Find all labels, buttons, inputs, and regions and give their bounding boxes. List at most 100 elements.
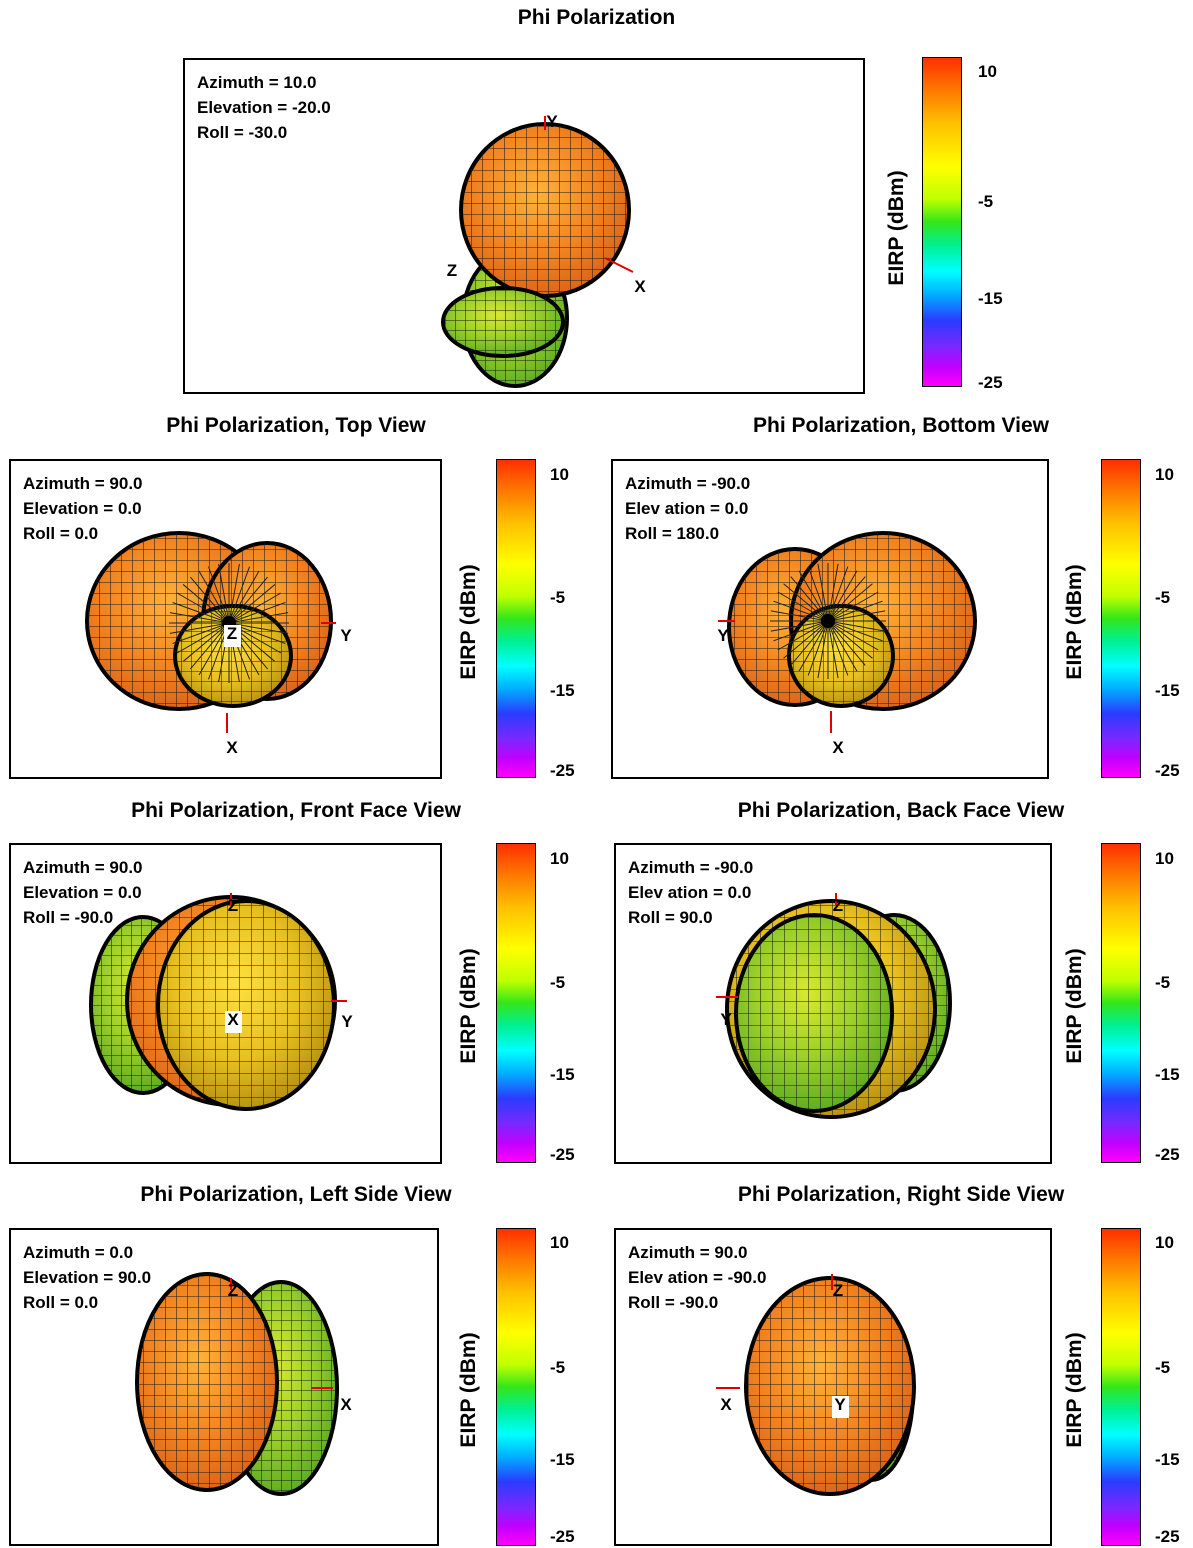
- back-lobe-mesh: [736, 915, 892, 1111]
- elevation-label: Elevation = -20.0: [197, 98, 331, 117]
- y-axis-label: Y: [720, 1010, 732, 1029]
- mesh-spokes: [770, 563, 886, 679]
- azimuth-label: Azimuth = -90.0: [628, 858, 754, 877]
- z-axis-label: Z: [833, 1281, 843, 1300]
- main-lobe-mesh: [137, 1274, 277, 1490]
- colorbar-tick: 10: [550, 849, 569, 868]
- view-parameters: Azimuth = 90.0 Elevation = 0.0 Roll = 0.…: [23, 471, 143, 546]
- view-parameters: Azimuth = -90.0 Elev ation = 0.0 Roll = …: [625, 471, 750, 546]
- elevation-label: Elev ation = -90.0: [628, 1268, 767, 1287]
- colorbar: [1101, 459, 1141, 778]
- azimuth-label: Azimuth = 0.0: [23, 1243, 134, 1262]
- colorbar-tick: -5: [550, 1358, 566, 1377]
- azimuth-label: Azimuth = 10.0: [197, 73, 317, 92]
- z-axis-label: Z: [833, 896, 843, 915]
- x-axis-label: X: [634, 277, 646, 296]
- x-axis-label: X: [832, 738, 844, 757]
- main-lobe-mesh: [746, 1278, 914, 1494]
- plot-frame: Azimuth = 90.0 Elev ation = -90.0 Roll =…: [614, 1228, 1052, 1546]
- z-axis-label: Z: [227, 624, 237, 643]
- azimuth-label: Azimuth = 90.0: [628, 1243, 748, 1262]
- colorbar-tick: 10: [1155, 1233, 1174, 1252]
- azimuth-label: Azimuth = -90.0: [625, 474, 751, 493]
- colorbar-tick: 10: [1155, 465, 1174, 484]
- roll-label: Roll = -90.0: [628, 1293, 719, 1312]
- colorbar-tick: -25: [978, 373, 1003, 392]
- panel-title: Phi Polarization, Bottom View: [753, 414, 1049, 437]
- roll-label: Roll = 0.0: [23, 1293, 99, 1312]
- panel-title: Phi Polarization: [517, 6, 676, 29]
- elevation-label: Elevation = 90.0: [23, 1268, 152, 1287]
- colorbar-label: EIRP (dBm): [457, 1332, 480, 1448]
- colorbar-tick: -5: [550, 588, 566, 607]
- lower-lobe-mesh: [175, 606, 291, 706]
- elevation-label: Elevation = 0.0: [23, 499, 142, 518]
- z-axis-label-bg: [444, 262, 461, 284]
- colorbar-tick: 10: [978, 62, 997, 81]
- colorbar-label: EIRP (dBm): [1063, 948, 1086, 1064]
- plot-frame: Azimuth = 10.0 Elevation = -20.0 Roll = …: [183, 58, 865, 394]
- x-axis-label: X: [720, 1395, 732, 1414]
- z-axis-label-bg: [224, 625, 241, 647]
- azimuth-label: Azimuth = 90.0: [23, 474, 143, 493]
- radiation-pattern: YX: [717, 531, 977, 757]
- colorbar-tick: -25: [550, 1527, 575, 1546]
- panel-title: Phi Polarization, Back Face View: [737, 799, 1065, 822]
- panel-title: Phi Polarization, Front Face View: [131, 799, 461, 822]
- colorbar-tick: -5: [1155, 1358, 1171, 1377]
- colorbar-tick: -15: [550, 681, 575, 700]
- colorbar-tick: -5: [1155, 973, 1171, 992]
- plot-frame: Azimuth = 0.0 Elevation = 90.0 Roll = 0.…: [9, 1228, 439, 1546]
- main-lobe-mesh: [461, 124, 629, 296]
- colorbar-tick: -15: [978, 289, 1003, 308]
- panel-title: Phi Polarization, Right Side View: [737, 1183, 1065, 1206]
- y-axis-label: Y: [834, 1395, 846, 1414]
- colorbar-tick: -25: [1155, 761, 1180, 780]
- azimuth-label: Azimuth = 90.0: [23, 858, 143, 877]
- colorbar-tick: -25: [1155, 1145, 1180, 1164]
- y-axis-label: Y: [341, 1012, 353, 1031]
- x-axis-label: X: [226, 738, 238, 757]
- colorbar: [496, 1228, 536, 1546]
- colorbar-tick: -25: [550, 1145, 575, 1164]
- colorbar-tick: 10: [550, 465, 569, 484]
- roll-label: Roll = -90.0: [23, 908, 114, 927]
- colorbar-label: EIRP (dBm): [457, 564, 480, 680]
- elevation-label: Elev ation = 0.0: [628, 883, 752, 902]
- radiation-pattern: Z X Y: [716, 1274, 916, 1496]
- y-axis-label: Y: [717, 626, 729, 645]
- colorbar: [496, 843, 536, 1163]
- colorbar-label: EIRP (dBm): [1063, 1332, 1086, 1448]
- colorbar: [1101, 1228, 1141, 1546]
- plot-frame: Azimuth = -90.0 Elev ation = 0.0 Roll = …: [611, 459, 1049, 779]
- y-axis-label: Y: [340, 626, 352, 645]
- colorbar-label: EIRP (dBm): [885, 170, 908, 286]
- colorbar-tick: -5: [550, 973, 566, 992]
- panel-title: Phi Polarization, Left Side View: [140, 1183, 452, 1206]
- view-parameters: Azimuth = -90.0 Elev ation = 0.0 Roll = …: [628, 855, 753, 930]
- colorbar-tick: -15: [1155, 1450, 1180, 1469]
- colorbar-tick: 10: [550, 1233, 569, 1252]
- colorbar-tick: -5: [978, 192, 994, 211]
- radiation-pattern: Z Y X: [89, 893, 353, 1111]
- colorbar-tick: -15: [550, 1450, 575, 1469]
- plot-frame: Azimuth = 90.0 Elevation = 0.0 Roll = -9…: [9, 843, 442, 1164]
- colorbar: [1101, 843, 1141, 1163]
- z-axis-label: Z: [228, 896, 238, 915]
- roll-label: Roll = 0.0: [23, 524, 99, 543]
- colorbar-label: EIRP (dBm): [457, 948, 480, 1064]
- y-axis-label: Y: [546, 112, 558, 131]
- colorbar-tick: -15: [550, 1065, 575, 1084]
- x-axis-label: X: [227, 1010, 239, 1029]
- roll-label: Roll = 180.0: [625, 524, 720, 543]
- z-axis-label: Z: [447, 261, 457, 280]
- plot-frame: Azimuth = -90.0 Elev ation = 0.0 Roll = …: [614, 843, 1052, 1164]
- colorbar-label: EIRP (dBm): [1063, 564, 1086, 680]
- lower-lobe-mesh: [443, 288, 563, 356]
- view-parameters: Azimuth = 0.0 Elevation = 90.0 Roll = 0.…: [23, 1240, 151, 1315]
- x-axis-label-bg: [225, 1011, 242, 1033]
- view-parameters: Azimuth = 90.0 Elevation = 0.0 Roll = -9…: [23, 855, 143, 930]
- panel-title: Phi Polarization, Top View: [166, 414, 426, 437]
- radiation-pattern: ZY: [716, 893, 952, 1119]
- colorbar-tick: 10: [1155, 849, 1174, 868]
